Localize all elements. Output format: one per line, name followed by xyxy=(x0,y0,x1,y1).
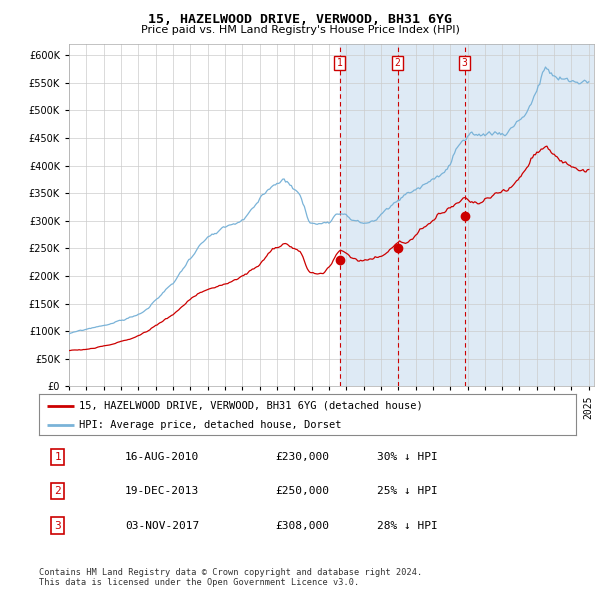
Text: 25% ↓ HPI: 25% ↓ HPI xyxy=(377,486,438,496)
Text: 1: 1 xyxy=(337,58,343,68)
Text: £230,000: £230,000 xyxy=(275,452,329,462)
Text: 15, HAZELWOOD DRIVE, VERWOOD, BH31 6YG: 15, HAZELWOOD DRIVE, VERWOOD, BH31 6YG xyxy=(148,13,452,26)
Text: 2: 2 xyxy=(55,486,61,496)
Bar xyxy=(340,44,594,386)
Text: 28% ↓ HPI: 28% ↓ HPI xyxy=(377,520,438,530)
Text: £308,000: £308,000 xyxy=(275,520,329,530)
Text: HPI: Average price, detached house, Dorset: HPI: Average price, detached house, Dors… xyxy=(79,420,342,430)
Text: £250,000: £250,000 xyxy=(275,486,329,496)
Text: 1: 1 xyxy=(55,452,61,462)
Text: 19-DEC-2013: 19-DEC-2013 xyxy=(125,486,199,496)
Text: Contains HM Land Registry data © Crown copyright and database right 2024.
This d: Contains HM Land Registry data © Crown c… xyxy=(39,568,422,587)
Text: 03-NOV-2017: 03-NOV-2017 xyxy=(125,520,199,530)
Text: Price paid vs. HM Land Registry's House Price Index (HPI): Price paid vs. HM Land Registry's House … xyxy=(140,25,460,35)
Text: 15, HAZELWOOD DRIVE, VERWOOD, BH31 6YG (detached house): 15, HAZELWOOD DRIVE, VERWOOD, BH31 6YG (… xyxy=(79,401,423,411)
Text: 3: 3 xyxy=(55,520,61,530)
Text: 2: 2 xyxy=(395,58,401,68)
Text: 30% ↓ HPI: 30% ↓ HPI xyxy=(377,452,438,462)
Text: 3: 3 xyxy=(462,58,467,68)
Text: 16-AUG-2010: 16-AUG-2010 xyxy=(125,452,199,462)
